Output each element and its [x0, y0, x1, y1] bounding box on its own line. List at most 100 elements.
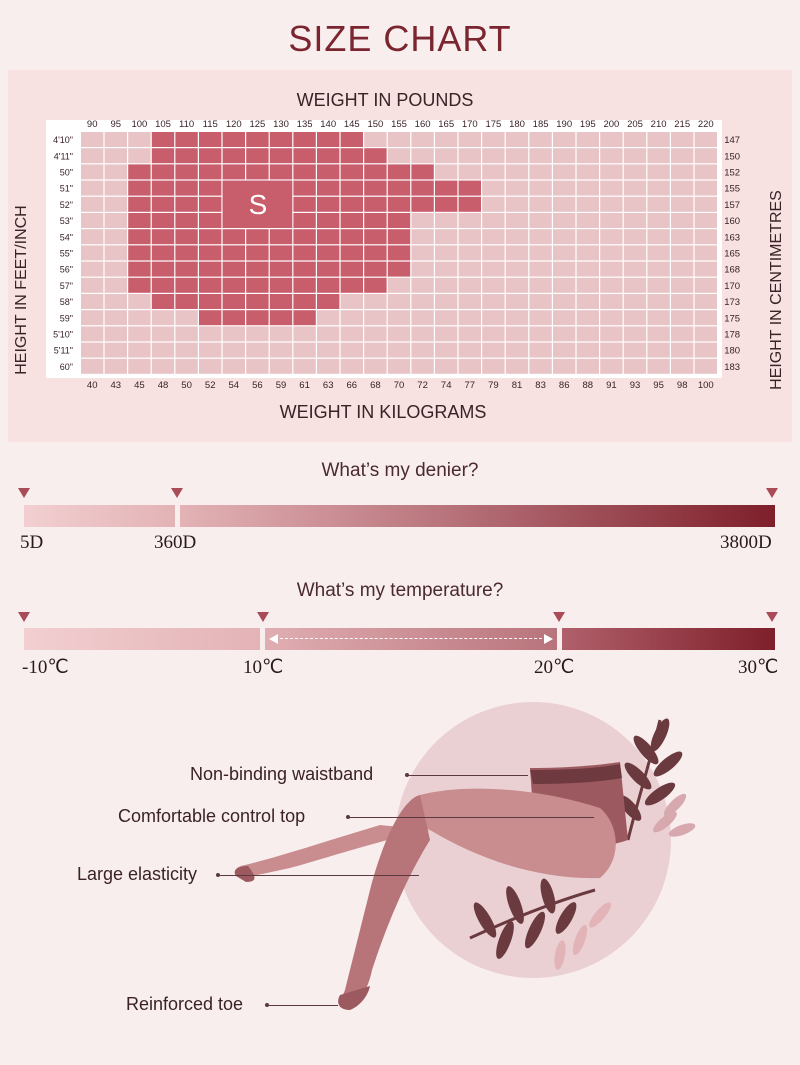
grid-cell — [128, 326, 151, 342]
height-cm-tick-label: 147 — [724, 135, 740, 146]
grid-cell — [529, 132, 552, 147]
kg-tick-label: 77 — [465, 380, 476, 391]
size-cell-s — [128, 164, 151, 180]
size-cell-s — [151, 261, 175, 277]
temp-range-arrow — [275, 638, 547, 639]
kg-tick-label: 70 — [394, 380, 405, 391]
size-cell-s — [128, 277, 151, 293]
grid-cell — [104, 229, 127, 245]
grid-cell — [529, 164, 552, 180]
grid-cell — [458, 310, 481, 326]
size-cell-s — [293, 164, 316, 180]
size-cell-s — [151, 164, 175, 180]
size-cell-s — [175, 132, 198, 147]
height-ft-tick-label: 57" — [60, 281, 73, 291]
grid-cell — [505, 277, 529, 293]
size-cell-s — [175, 277, 198, 293]
grid-cell — [553, 213, 576, 228]
grid-cell — [104, 342, 127, 358]
size-cell-s — [175, 164, 198, 180]
grid-cell — [576, 148, 599, 164]
size-cell-s — [199, 294, 222, 309]
size-cell-s — [199, 196, 222, 212]
grid-cell — [647, 261, 670, 277]
grid-cell — [600, 148, 623, 164]
size-cell-s — [269, 310, 293, 326]
height-ft-tick-label: 5'11" — [54, 346, 73, 356]
toe-left — [234, 866, 255, 882]
size-cell-s — [222, 294, 245, 309]
grid-cell — [671, 213, 694, 228]
grid-cell — [671, 229, 694, 245]
leaf-branch-bottom-icon — [469, 878, 596, 959]
size-cell-s — [222, 229, 245, 245]
grid-cell — [364, 342, 387, 358]
pound-tick-label: 190 — [556, 119, 572, 130]
pound-tick-label: 105 — [155, 119, 171, 130]
grid-cell — [104, 245, 127, 261]
grid-cell — [104, 164, 127, 180]
grid-cell — [671, 132, 694, 147]
grid-cell — [694, 196, 717, 212]
grid-cell — [671, 358, 694, 374]
grid-cell — [104, 261, 127, 277]
grid-cell — [387, 132, 411, 147]
grid-cell — [387, 310, 411, 326]
grid-cell — [411, 310, 434, 326]
grid-cell — [293, 342, 316, 358]
grid-cell — [553, 229, 576, 245]
height-cm-tick-label: 175 — [724, 313, 740, 324]
grid-cell — [435, 277, 458, 293]
size-cell-s — [175, 180, 198, 196]
size-cell-s — [293, 213, 316, 228]
dot-toe — [265, 1003, 269, 1007]
size-cell-s — [317, 213, 340, 228]
grid-cell — [576, 277, 599, 293]
pound-tick-label: 180 — [509, 119, 525, 130]
grid-cell — [623, 261, 647, 277]
height-cm-tick-label: 180 — [724, 346, 740, 357]
kg-tick-label: 59 — [276, 380, 287, 391]
thigh — [407, 788, 616, 879]
kg-tick-label: 50 — [181, 380, 192, 391]
size-label: S — [249, 189, 268, 220]
grid-cell — [104, 358, 127, 374]
size-cell-s — [458, 196, 481, 212]
grid-cell — [435, 342, 458, 358]
size-cell-s — [151, 132, 175, 147]
grid-cell — [175, 326, 198, 342]
size-cell-s — [340, 196, 363, 212]
grid-cell — [104, 180, 127, 196]
size-cell-s — [151, 148, 175, 164]
height-ft-tick-label: 53" — [60, 216, 73, 226]
grid-cell — [104, 326, 127, 342]
grid-cell — [151, 310, 175, 326]
grid-cell — [269, 326, 293, 342]
size-label-block — [222, 180, 293, 228]
grid-cell — [104, 132, 127, 147]
grid-cell — [600, 358, 623, 374]
size-cell-s — [246, 229, 269, 245]
grid-cell — [553, 261, 576, 277]
grid-cell — [694, 342, 717, 358]
temp-label-minus10: -10℃ — [22, 657, 69, 678]
size-cell-s — [387, 196, 411, 212]
grid-cell — [647, 180, 670, 196]
grid-cell — [647, 326, 670, 342]
grid-cell — [694, 229, 717, 245]
size-cell-s — [246, 245, 269, 261]
grid-cell — [293, 326, 316, 342]
size-cell-s — [387, 261, 411, 277]
size-cell-s — [293, 294, 316, 309]
grid-cell — [647, 132, 670, 147]
grid-cell — [623, 326, 647, 342]
grid-cell — [694, 326, 717, 342]
grid-cell — [458, 277, 481, 293]
size-cell-s — [175, 229, 198, 245]
size-cell-s — [364, 164, 387, 180]
pound-tick-label: 120 — [226, 119, 242, 130]
grid-cell — [694, 180, 717, 196]
grid-cell — [364, 132, 387, 147]
grid-cell — [505, 180, 529, 196]
pounds-axis-title: WEIGHT IN POUNDS — [297, 90, 474, 110]
